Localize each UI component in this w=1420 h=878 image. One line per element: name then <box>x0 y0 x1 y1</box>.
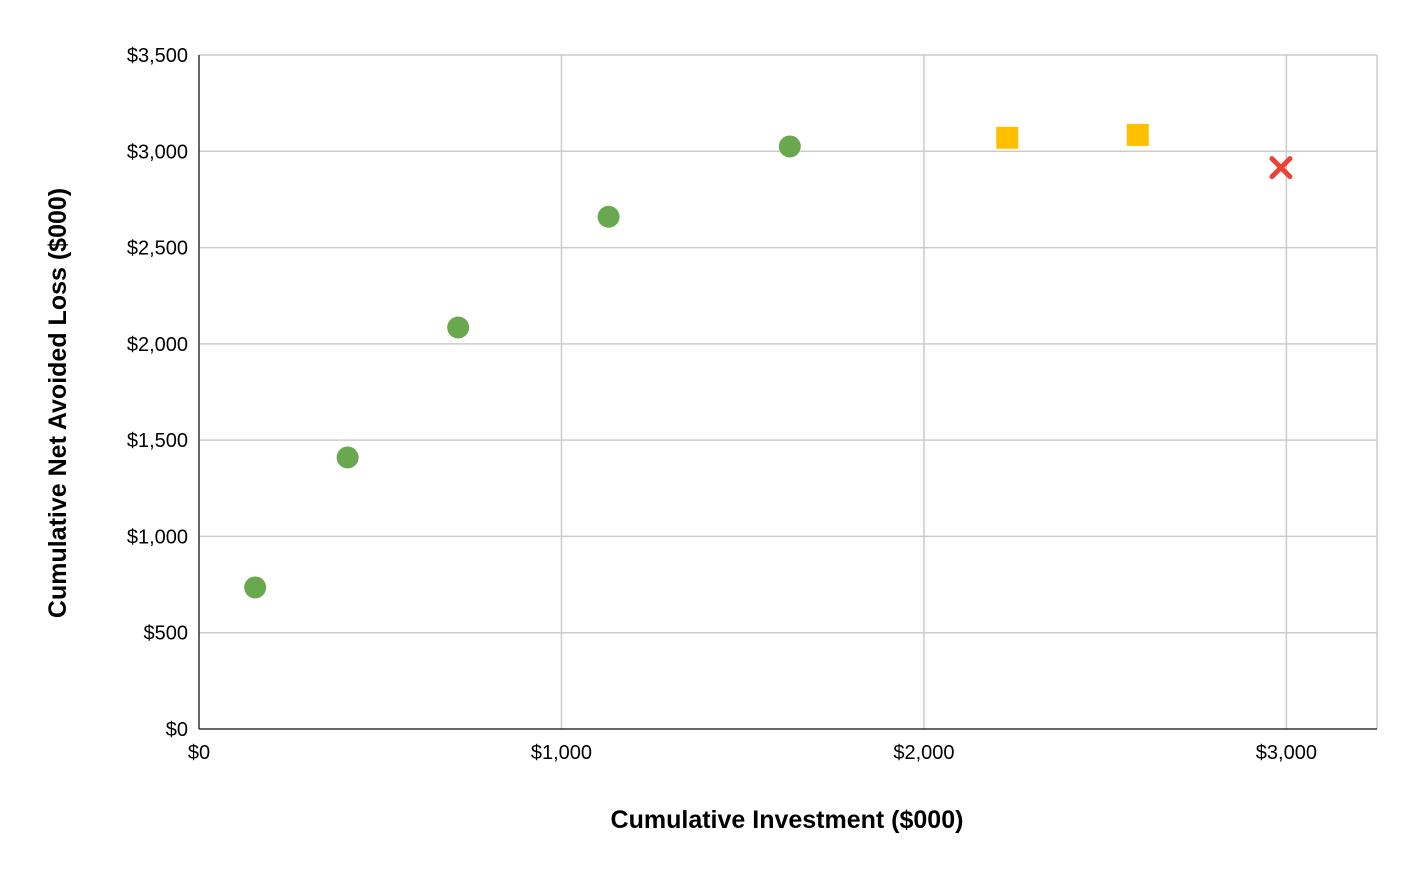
y-tick-label: $500 <box>144 623 189 645</box>
data-point-circle <box>244 576 267 599</box>
y-tick-label: $0 <box>166 719 188 741</box>
x-tick-label: $2,000 <box>893 742 954 764</box>
x-marker-stroke <box>1269 156 1293 180</box>
data-point-circle <box>447 316 470 339</box>
data-point-square <box>996 126 1019 149</box>
y-axis-title: Cumulative Net Avoided Loss ($000) <box>44 188 72 618</box>
data-point-square <box>1126 123 1149 146</box>
data-point-x <box>1269 156 1293 180</box>
y-tick-label: $3,000 <box>127 141 188 163</box>
axes <box>198 55 1377 730</box>
x-tick-label: $0 <box>188 742 210 764</box>
data-point-circle <box>778 135 801 158</box>
y-tick-label: $2,500 <box>127 238 188 260</box>
y-tick-label: $3,500 <box>127 45 188 67</box>
data-point-circle <box>597 205 620 228</box>
data-points <box>244 123 1293 599</box>
y-tick-label: $2,000 <box>127 334 188 356</box>
tick-labels: $0 $500 $1,000 $1,500 $2,000 $2,500 $3,000 $3,5… <box>127 45 1317 764</box>
x-tick-label: $1,000 <box>531 742 592 764</box>
x-axis-title: Cumulative Investment ($000) <box>611 806 964 834</box>
y-tick-label: $1,000 <box>127 526 188 548</box>
x-tick-label: $3,000 <box>1256 742 1317 764</box>
data-point-circle <box>336 446 359 469</box>
y-tick-label: $1,500 <box>127 430 188 452</box>
